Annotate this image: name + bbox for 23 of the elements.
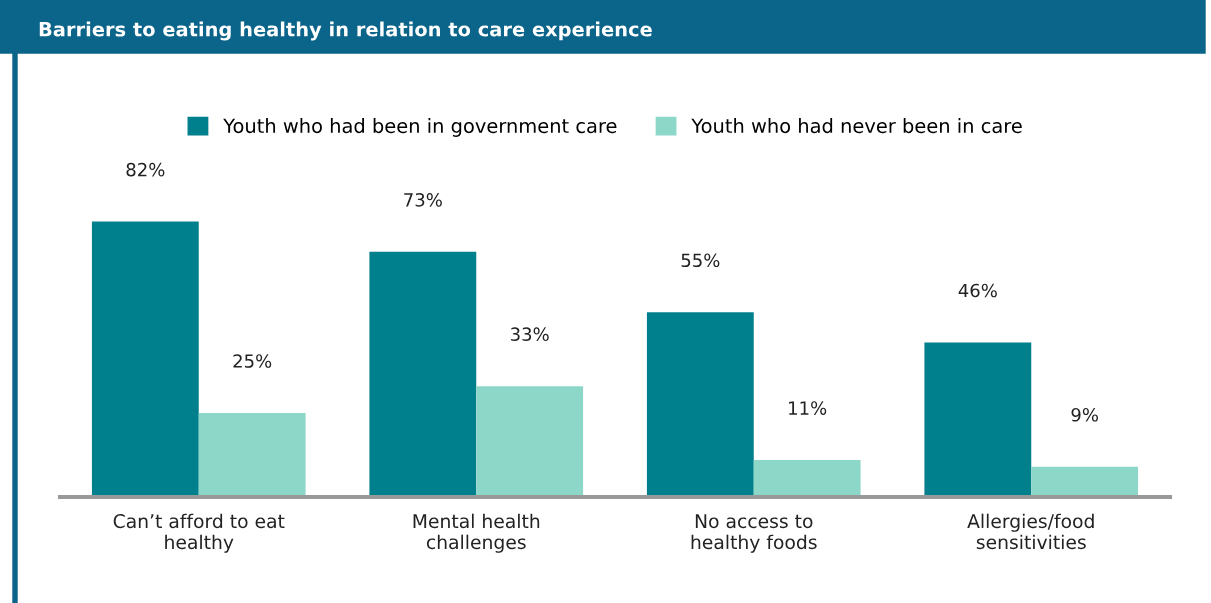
x-tick-label: Allergies/food sensitivities (967, 513, 1094, 550)
bar (1031, 466, 1139, 497)
bar (198, 413, 306, 497)
x-tick-label: Mental health challenges (413, 513, 540, 553)
bar (476, 386, 584, 497)
data-label: 46% (958, 283, 997, 298)
x-tick-label: No access to healthy foods (691, 514, 817, 553)
data-label: 25% (233, 354, 272, 368)
chart-title: Barriers to eating healthy in relation to care experience (39, 21, 652, 41)
data-label: 9% (1071, 407, 1098, 422)
legend-label: Youth who had never been in care (691, 118, 1022, 134)
x-tick-label: Can’t afford to eat healthy (113, 513, 285, 553)
data-label: 73% (404, 193, 442, 207)
data-label: 33% (510, 327, 549, 341)
data-label: 11% (789, 401, 827, 415)
bar (753, 460, 861, 497)
data-label: 82% (126, 162, 165, 177)
data-label: 55% (681, 253, 720, 268)
legend-label: Youth who had been in government care (223, 118, 617, 137)
bar (924, 342, 1032, 497)
bar (646, 312, 754, 497)
bar (369, 251, 477, 497)
bar (91, 221, 199, 497)
